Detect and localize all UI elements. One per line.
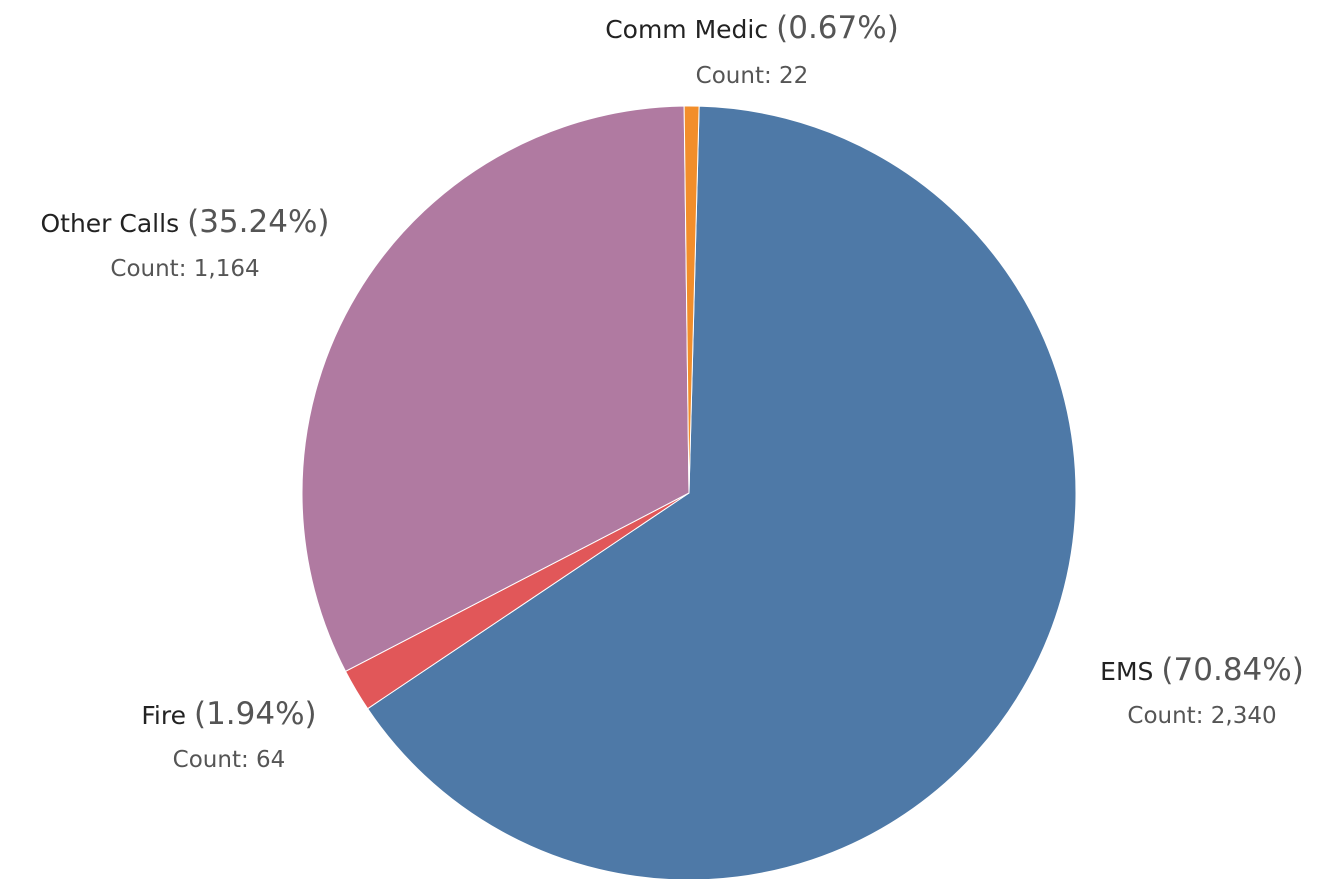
slice-percent-close: )	[887, 10, 899, 46]
slice-name: Other Calls	[40, 209, 179, 238]
slice-percent: 70.84%	[1174, 652, 1292, 688]
slice-name: EMS	[1100, 657, 1153, 686]
slice-percent-open: (	[187, 204, 199, 240]
label-other-calls: Other Calls (35.24%) Count: 1,164	[40, 204, 329, 282]
label-fire: Fire (1.94%) Count: 64	[141, 696, 316, 773]
slice-percent: 1.94%	[206, 696, 304, 732]
slice-name: Comm Medic	[605, 15, 768, 44]
label-comm-medic: Comm Medic (0.67%) Count: 22	[605, 10, 899, 89]
slice-percent-open: (	[1161, 652, 1173, 688]
slice-count: Count: 22	[696, 63, 809, 89]
slice-percent-close: )	[1292, 652, 1304, 688]
slice-percent: 0.67%	[788, 10, 886, 46]
slice-percent-close: )	[305, 696, 317, 732]
svg-text:Comm Medic(0.67%): Comm Medic (0.67%)	[605, 10, 899, 46]
pie-slice-comm-medic	[683, 105, 700, 494]
label-ems: EMS (70.84%) Count: 2,340	[1100, 652, 1304, 729]
slice-name: Fire	[141, 701, 186, 730]
svg-text:EMS(70.84%): EMS (70.84%)	[1100, 652, 1304, 688]
slice-percent-open: (	[776, 10, 788, 46]
pie-slices	[301, 105, 1077, 879]
svg-text:Other Calls(35.24%): Other Calls (35.24%)	[40, 204, 329, 240]
slice-percent-open: (	[194, 696, 206, 732]
slice-percent: 35.24%	[199, 204, 317, 240]
pie-slice-other-calls	[301, 105, 690, 673]
pie-slice-ems	[366, 105, 1077, 879]
slice-percent-close: )	[317, 204, 329, 240]
slice-count: Count: 2,340	[1127, 703, 1276, 729]
svg-text:Fire(1.94%): Fire (1.94%)	[141, 696, 316, 732]
slice-count: Count: 1,164	[110, 256, 259, 282]
slice-count: Count: 64	[173, 747, 286, 773]
